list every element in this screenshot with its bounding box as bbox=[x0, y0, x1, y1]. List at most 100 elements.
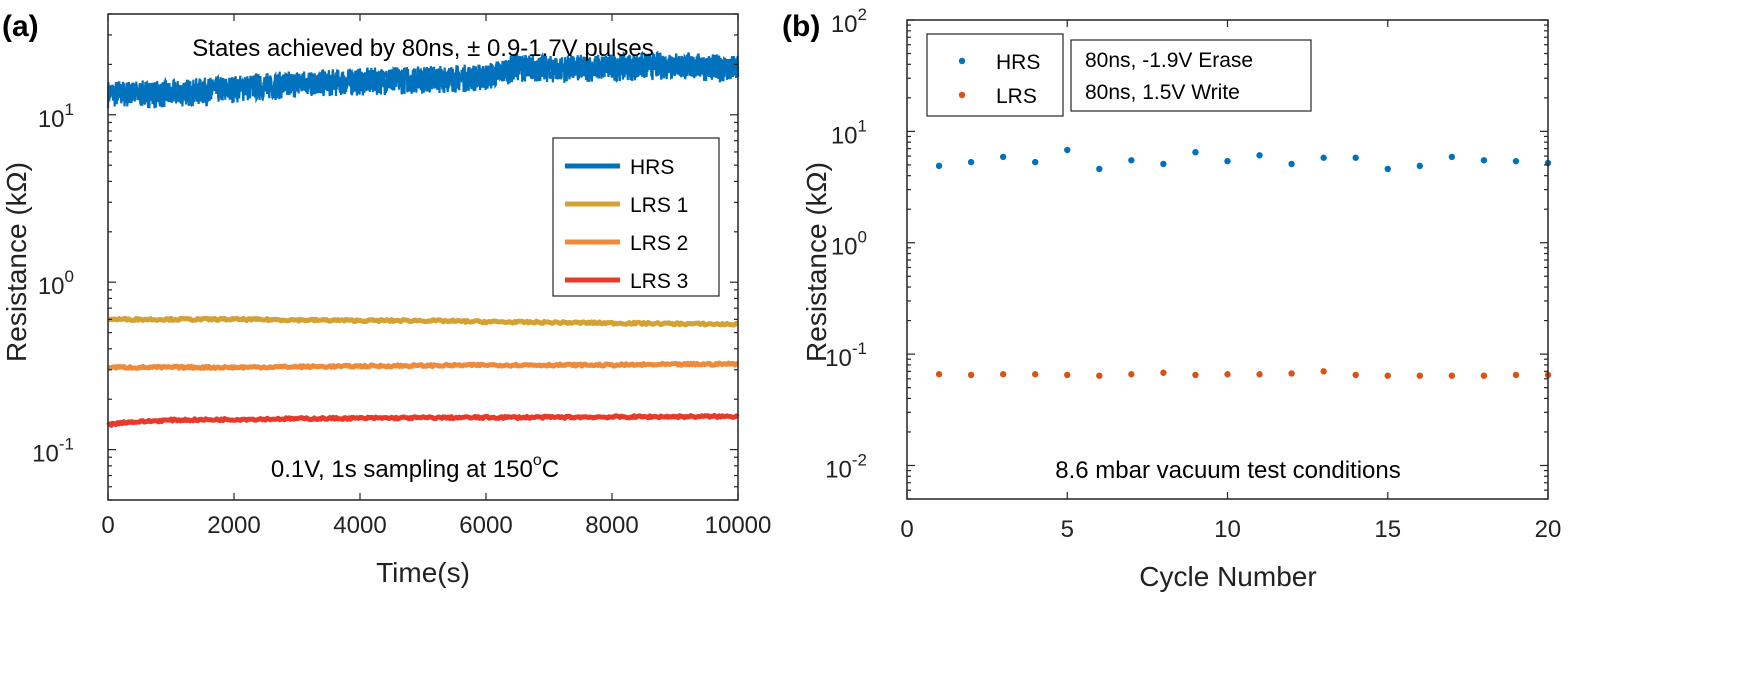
panel-b-point bbox=[1288, 160, 1295, 168]
panel-a: (a) 0 2000 4000 6000 8000 10000 10-1 100 101 Sta… bbox=[1, 10, 771, 588]
panel-b-legend: HRS LRS bbox=[926, 33, 1064, 117]
panel-b-note-box bbox=[1070, 39, 1312, 112]
panel-a-annotation-bottom-main: 0.1V, 1s sampling at 150 bbox=[271, 456, 533, 483]
panel-b-point bbox=[1192, 149, 1199, 156]
panel-b-point bbox=[1448, 372, 1456, 379]
panel-b-legend-marker bbox=[958, 91, 966, 99]
panel-b-point bbox=[1128, 157, 1135, 164]
panel-b-point bbox=[1032, 158, 1039, 166]
panel-b-point bbox=[1096, 372, 1103, 379]
panel-b-x-tick-label: 0 bbox=[900, 516, 913, 543]
panel-b-point bbox=[1032, 371, 1039, 378]
panel-b-x-tick-label: 15 bbox=[1374, 516, 1401, 543]
panel-b-point bbox=[999, 371, 1007, 378]
panel-b-point bbox=[935, 162, 943, 170]
panel-a-x-axis-label: Time(s) bbox=[376, 557, 470, 588]
panel-a-x-tick-label: 0 bbox=[101, 512, 114, 539]
panel-a-series-lrs-2 bbox=[107, 360, 740, 371]
panel-b-x-tick-label: 10 bbox=[1214, 516, 1241, 543]
panel-b-point bbox=[1288, 370, 1295, 377]
panel-b-point bbox=[1160, 160, 1167, 168]
panel-b-point bbox=[1448, 153, 1456, 161]
panel-b-series-group bbox=[935, 146, 1552, 379]
panel-b-point bbox=[1352, 371, 1359, 379]
panel-b-y-tick-label: 101 bbox=[831, 116, 867, 149]
panel-b-point bbox=[1192, 371, 1199, 379]
panel-b-point bbox=[1416, 162, 1424, 170]
panel-a-frame bbox=[107, 13, 739, 501]
panel-a-series-group bbox=[106, 50, 740, 428]
panel-b-legend-label: HRS bbox=[996, 51, 1040, 74]
panel-b-label: (b) bbox=[782, 10, 820, 43]
panel-b-point bbox=[1320, 154, 1327, 161]
panel-b-point bbox=[1096, 165, 1103, 173]
panel-b-legend-label: LRS bbox=[996, 85, 1037, 108]
panel-a-annotation-bottom: 0.1V, 1s sampling at 150oC bbox=[271, 452, 559, 483]
panel-b-x-tick-label: 5 bbox=[1061, 516, 1074, 543]
panel-a-y-axis-label: Resistance (kΩ) bbox=[1, 162, 32, 362]
panel-b-point bbox=[1512, 157, 1520, 165]
panel-a-series-line bbox=[107, 360, 740, 371]
panel-a-x-tick-label: 10000 bbox=[705, 512, 772, 539]
panel-b-point bbox=[1480, 372, 1488, 379]
panel-b-x-tick-label: 20 bbox=[1535, 516, 1562, 543]
panel-b-point bbox=[1256, 152, 1263, 159]
panel-b-point bbox=[1128, 371, 1135, 378]
panel-b-series-hrs bbox=[935, 146, 1552, 173]
panel-a-annotation-top: States achieved by 80ns, ± 0.9-1.7V puls… bbox=[192, 35, 653, 62]
panel-a-y-tick-label: 101 bbox=[38, 100, 74, 133]
panel-a-x-tick-label: 6000 bbox=[459, 512, 512, 539]
panel-a-annotation-bottom-sup: o bbox=[533, 452, 542, 469]
panel-b-point bbox=[1224, 371, 1231, 378]
panel-b-legend-box bbox=[926, 33, 1064, 117]
panel-b-point bbox=[1512, 371, 1520, 379]
panel-b: (b) 0 5 10 15 20 10-2 10-1 100 101 102 8.6 mbar v… bbox=[782, 5, 1561, 592]
panel-b-point bbox=[1480, 157, 1488, 164]
panel-a-series-line bbox=[107, 315, 739, 328]
panel-b-point bbox=[1224, 157, 1231, 165]
panel-b-point bbox=[1384, 165, 1391, 173]
panel-a-legend-label: HRS bbox=[630, 156, 674, 179]
panel-b-y-tick-label: 100 bbox=[831, 228, 867, 261]
panel-b-point bbox=[1320, 368, 1327, 375]
panel-b-note: 80ns, -1.9V Erase 80ns, 1.5V Write bbox=[1070, 39, 1312, 112]
panel-a-x-tick-label: 8000 bbox=[585, 512, 638, 539]
panel-b-series-lrs bbox=[935, 368, 1552, 379]
panel-a-y-tick-label: 100 bbox=[38, 267, 74, 300]
panel-a-series-lrs-3 bbox=[106, 412, 740, 428]
panel-a-series-lrs-1 bbox=[107, 315, 739, 328]
panel-b-point bbox=[1064, 146, 1071, 154]
panel-a-series-line bbox=[106, 412, 740, 428]
panel-b-y-axis-label: Resistance (kΩ) bbox=[801, 162, 832, 362]
panel-b-y-tick-label: 102 bbox=[831, 5, 867, 38]
panel-a-legend: HRS LRS 1 LRS 2 LRS 3 bbox=[552, 137, 720, 297]
panel-b-x-axis-label: Cycle Number bbox=[1139, 561, 1316, 592]
panel-b-point bbox=[1416, 372, 1424, 379]
panel-b-legend-marker bbox=[958, 57, 966, 65]
panel-b-y-tick-label: 10-1 bbox=[825, 339, 867, 372]
panel-a-series-line bbox=[106, 54, 740, 105]
panel-a-ticks: 0 2000 4000 6000 8000 10000 10-1 100 101 bbox=[32, 13, 772, 539]
panel-a-label: (a) bbox=[2, 10, 39, 43]
panel-a-annotation-bottom-tail: C bbox=[542, 456, 559, 483]
panel-a-y-tick-label: 10-1 bbox=[32, 435, 74, 468]
panel-b-point bbox=[1064, 371, 1071, 379]
panel-a-legend-label: LRS 1 bbox=[630, 194, 688, 217]
panel-b-point bbox=[967, 371, 975, 379]
panel-a-x-tick-label: 2000 bbox=[207, 512, 260, 539]
panel-b-note-write: 80ns, 1.5V Write bbox=[1085, 81, 1240, 104]
panel-b-point bbox=[999, 153, 1007, 161]
panel-b-point bbox=[1256, 371, 1263, 378]
panel-b-point bbox=[1160, 369, 1167, 376]
panel-a-legend-label: LRS 3 bbox=[630, 270, 688, 293]
panel-b-y-tick-label: 10-2 bbox=[825, 450, 867, 483]
panel-b-point bbox=[1352, 154, 1359, 161]
panel-b-point bbox=[1384, 372, 1391, 379]
panel-b-note-erase: 80ns, -1.9V Erase bbox=[1085, 49, 1253, 72]
panel-b-point bbox=[935, 371, 943, 378]
panel-a-series-hrs bbox=[106, 50, 740, 109]
panel-a-x-tick-label: 4000 bbox=[333, 512, 386, 539]
panel-b-annotation-bottom: 8.6 mbar vacuum test conditions bbox=[1055, 457, 1401, 484]
panel-b-point bbox=[967, 158, 975, 166]
